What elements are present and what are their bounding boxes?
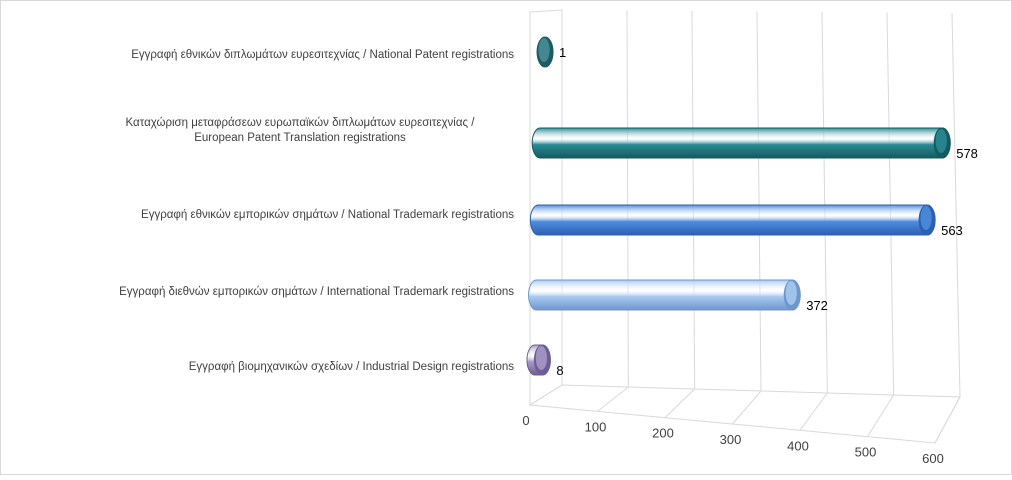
gridline [886,12,895,396]
bars [526,36,951,376]
gridline [756,11,762,392]
data-label: 563 [941,223,963,238]
floor-gridline [529,384,563,406]
data-label: 372 [806,298,828,313]
floor-gridline [799,392,828,431]
category-labels: Εγγραφή εθνικών διπλωμάτων ευρεσιτεχνίας… [119,49,514,373]
bar [536,36,554,68]
bar-body [528,279,801,311]
data-labels: 1 578 563 372 8 [556,45,978,378]
x-tick-label: 600 [922,451,944,466]
floor-gridline [732,390,762,425]
bar-cap-highlight [538,38,550,62]
category-label: Εγγραφή εθνικών εμπορικών σημάτων / Nati… [141,209,514,221]
x-tick-label: 500 [855,445,877,460]
bar-cap-highlight [535,346,547,370]
x-tick-label: 400 [787,438,809,453]
gridline [626,10,629,388]
floor-gridline [664,388,696,419]
x-tick-label: 0 [522,413,529,428]
data-label: 578 [956,146,978,161]
gridline [821,11,828,394]
floor-gridline [597,386,629,412]
x-tick-label: 100 [585,419,607,434]
gridlines [529,10,961,444]
bar-body [529,204,936,236]
floor-gridline [867,394,895,437]
bar [528,279,801,311]
x-tick-label: 200 [652,426,674,441]
bar-cap-highlight [920,206,932,230]
data-label: 8 [556,363,563,378]
bar-cap-highlight [935,129,947,153]
gridline [951,12,961,398]
gridline [691,10,696,390]
bar-body [531,127,951,159]
bar [526,344,551,376]
floor-gridline [934,396,961,444]
x-tick-label: 300 [720,432,742,447]
category-label: Εγγραφή βιομηχανικών σχεδίων / Industria… [189,361,514,373]
category-label: Εγγραφή εθνικών διπλωμάτων ευρεσιτεχνίας… [131,49,514,61]
bar [531,127,951,159]
category-label: Εγγραφή διεθνών εμπορικών σημάτων / Inte… [119,286,514,298]
category-label: Καταχώριση μεταφράσεων ευρωπαϊκών διπλωμ… [126,117,476,144]
data-label: 1 [559,45,566,60]
bar [529,204,936,236]
x-axis-ticks: 0 100 200 300 400 500 600 [522,413,943,466]
bar-cap-highlight [785,281,797,305]
